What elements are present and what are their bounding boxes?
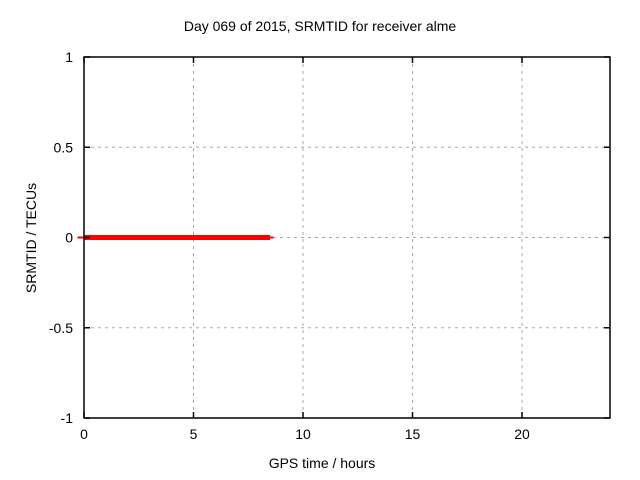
y-tick-label-0: 0 [65,230,73,246]
y-tick-label-0p5: 0.5 [54,139,74,155]
y-tick-labels: 1 0.5 0 -0.5 -1 [49,49,73,426]
y-axis-label: SRMTID / TECUs [23,183,39,293]
x-tick-label-0: 0 [80,426,88,442]
axis-ticks [83,56,610,419]
chart-title: Day 069 of 2015, SRMTID for receiver alm… [184,18,457,34]
y-tick-label-neg0p5: -0.5 [49,320,73,336]
x-axis-label: GPS time / hours [269,455,376,471]
x-tick-labels: 0 5 10 15 20 [80,426,530,442]
x-tick-label-5: 5 [190,426,198,442]
y-tick-label-neg1: -1 [61,410,74,426]
y-tick-label-1: 1 [65,49,73,65]
x-tick-label-20: 20 [514,426,530,442]
x-tick-label-15: 15 [405,426,421,442]
x-tick-label-10: 10 [295,426,311,442]
